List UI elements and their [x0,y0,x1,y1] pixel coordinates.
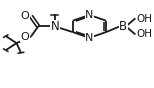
Text: N: N [85,33,94,43]
Text: OH: OH [137,14,153,24]
Text: N: N [50,20,59,33]
Text: O: O [21,32,30,42]
Text: OH: OH [137,29,153,39]
Text: N: N [85,10,94,20]
Text: B: B [119,20,127,33]
Text: O: O [20,11,29,21]
